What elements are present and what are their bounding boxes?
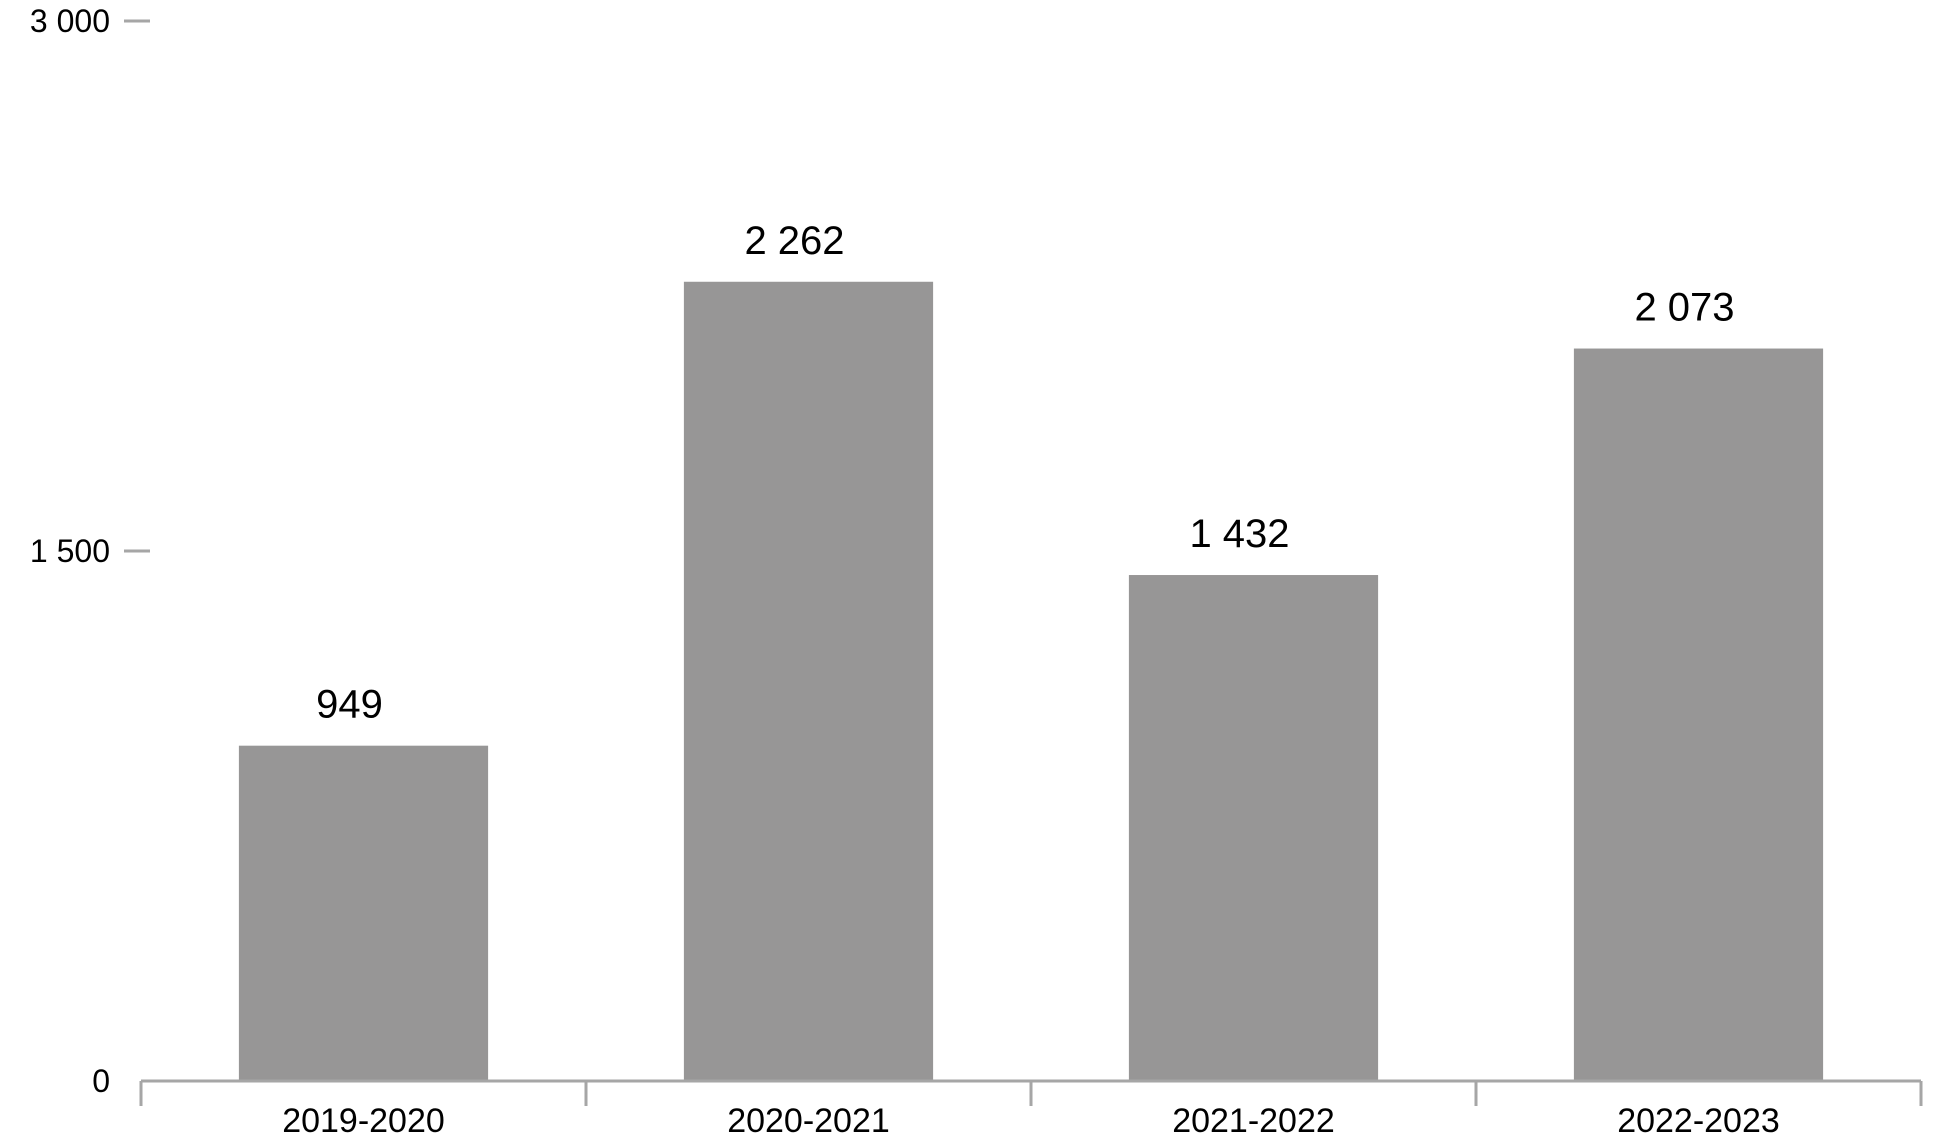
x-tick-label: 2021-2022	[1172, 1102, 1335, 1140]
bar-2021-2022	[1128, 575, 1379, 1081]
data-label: 949	[316, 683, 383, 727]
y-tick-label: 3 000	[30, 3, 110, 39]
bar-2019-2020	[238, 745, 489, 1081]
y-tick-label: 0	[92, 1063, 110, 1099]
x-tick-label: 2019-2020	[282, 1102, 445, 1140]
bar-2020-2021	[683, 281, 934, 1081]
data-label: 2 073	[1634, 286, 1734, 330]
data-label: 2 262	[744, 219, 844, 263]
bar-2022-2023	[1573, 348, 1824, 1081]
data-label: 1 432	[1189, 512, 1289, 556]
x-tick-label: 2022-2023	[1617, 1102, 1780, 1140]
y-tick-label: 1 500	[30, 533, 110, 569]
x-tick-label: 2020-2021	[727, 1102, 890, 1140]
